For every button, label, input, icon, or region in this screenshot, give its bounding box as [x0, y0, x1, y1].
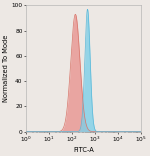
Y-axis label: Normalized To Mode: Normalized To Mode — [3, 35, 9, 102]
X-axis label: FITC-A: FITC-A — [73, 146, 94, 153]
